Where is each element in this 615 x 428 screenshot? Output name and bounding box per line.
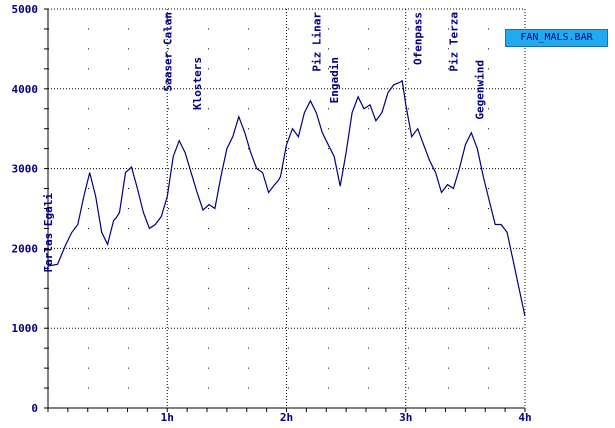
annotation-label: Farlas Egali (42, 193, 55, 273)
x-tick-label: 3h (399, 411, 412, 424)
x-tick-label: 1h (161, 411, 174, 424)
y-tick-label: 4000 (12, 83, 39, 96)
annotation-label: Piz Terza (447, 12, 460, 72)
y-tick-labels: 0 1000 2000 3000 4000 5000 (12, 3, 39, 415)
legend-label: FAN_MALS.BAR (520, 32, 593, 43)
series-lines (47, 79, 526, 317)
annotation-label: Engadin (328, 57, 341, 103)
annotation-label: Piz Linar (310, 12, 323, 72)
y-tick-label: 1000 (12, 322, 39, 335)
grid (48, 9, 525, 408)
legend-box: FAN_MALS.BAR (505, 29, 608, 47)
annotation-label: Klosters (191, 57, 204, 110)
annotation-label: Gegenwind (474, 60, 487, 120)
y-tick-label: 5000 (12, 3, 39, 16)
x-tick-label: 4h (518, 411, 531, 424)
x-tick-label: 2h (280, 411, 293, 424)
annotation-label: Saaser Calan (161, 12, 174, 91)
y-tick-label: 0 (31, 402, 38, 415)
y-tick-label: 2000 (12, 242, 39, 255)
annotations: Farlas Egali Saaser Calan Klosters Piz Lina… (42, 12, 487, 273)
axes (44, 8, 526, 412)
series-line (47, 79, 526, 317)
x-tick-labels: 1h 2h 3h 4h (161, 411, 532, 424)
y-tick-label: 3000 (12, 163, 39, 176)
annotation-label: Ofenpass (412, 12, 425, 65)
